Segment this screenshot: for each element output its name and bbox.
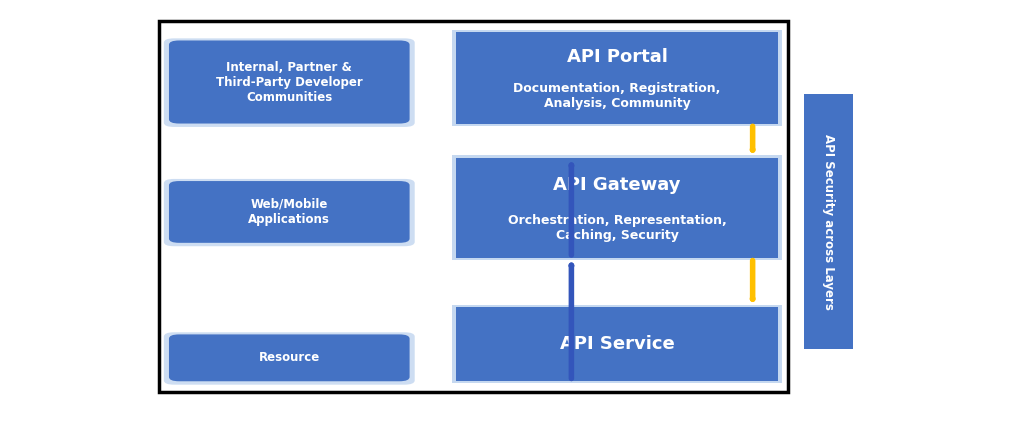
FancyBboxPatch shape	[164, 179, 415, 246]
FancyBboxPatch shape	[159, 21, 788, 392]
Text: API Portal: API Portal	[566, 48, 668, 66]
Text: API Security across Layers: API Security across Layers	[822, 134, 835, 309]
Text: Internal, Partner &
Third-Party Developer
Communities: Internal, Partner & Third-Party Develope…	[216, 60, 362, 104]
FancyBboxPatch shape	[169, 40, 410, 124]
FancyBboxPatch shape	[164, 332, 415, 385]
FancyBboxPatch shape	[452, 155, 782, 260]
FancyBboxPatch shape	[169, 181, 410, 243]
Text: Resource: Resource	[259, 351, 319, 364]
FancyBboxPatch shape	[169, 334, 410, 381]
FancyBboxPatch shape	[804, 94, 853, 349]
Text: Documentation, Registration,
Analysis, Community: Documentation, Registration, Analysis, C…	[513, 82, 721, 110]
Text: API Gateway: API Gateway	[553, 176, 681, 194]
FancyBboxPatch shape	[456, 32, 778, 124]
Text: Orchestration, Representation,
Caching, Security: Orchestration, Representation, Caching, …	[508, 214, 726, 242]
FancyBboxPatch shape	[164, 38, 415, 127]
FancyBboxPatch shape	[452, 305, 782, 383]
FancyBboxPatch shape	[456, 158, 778, 258]
FancyBboxPatch shape	[452, 30, 782, 126]
Text: API Service: API Service	[559, 335, 675, 353]
FancyBboxPatch shape	[456, 307, 778, 381]
Text: Web/Mobile
Applications: Web/Mobile Applications	[249, 198, 330, 226]
